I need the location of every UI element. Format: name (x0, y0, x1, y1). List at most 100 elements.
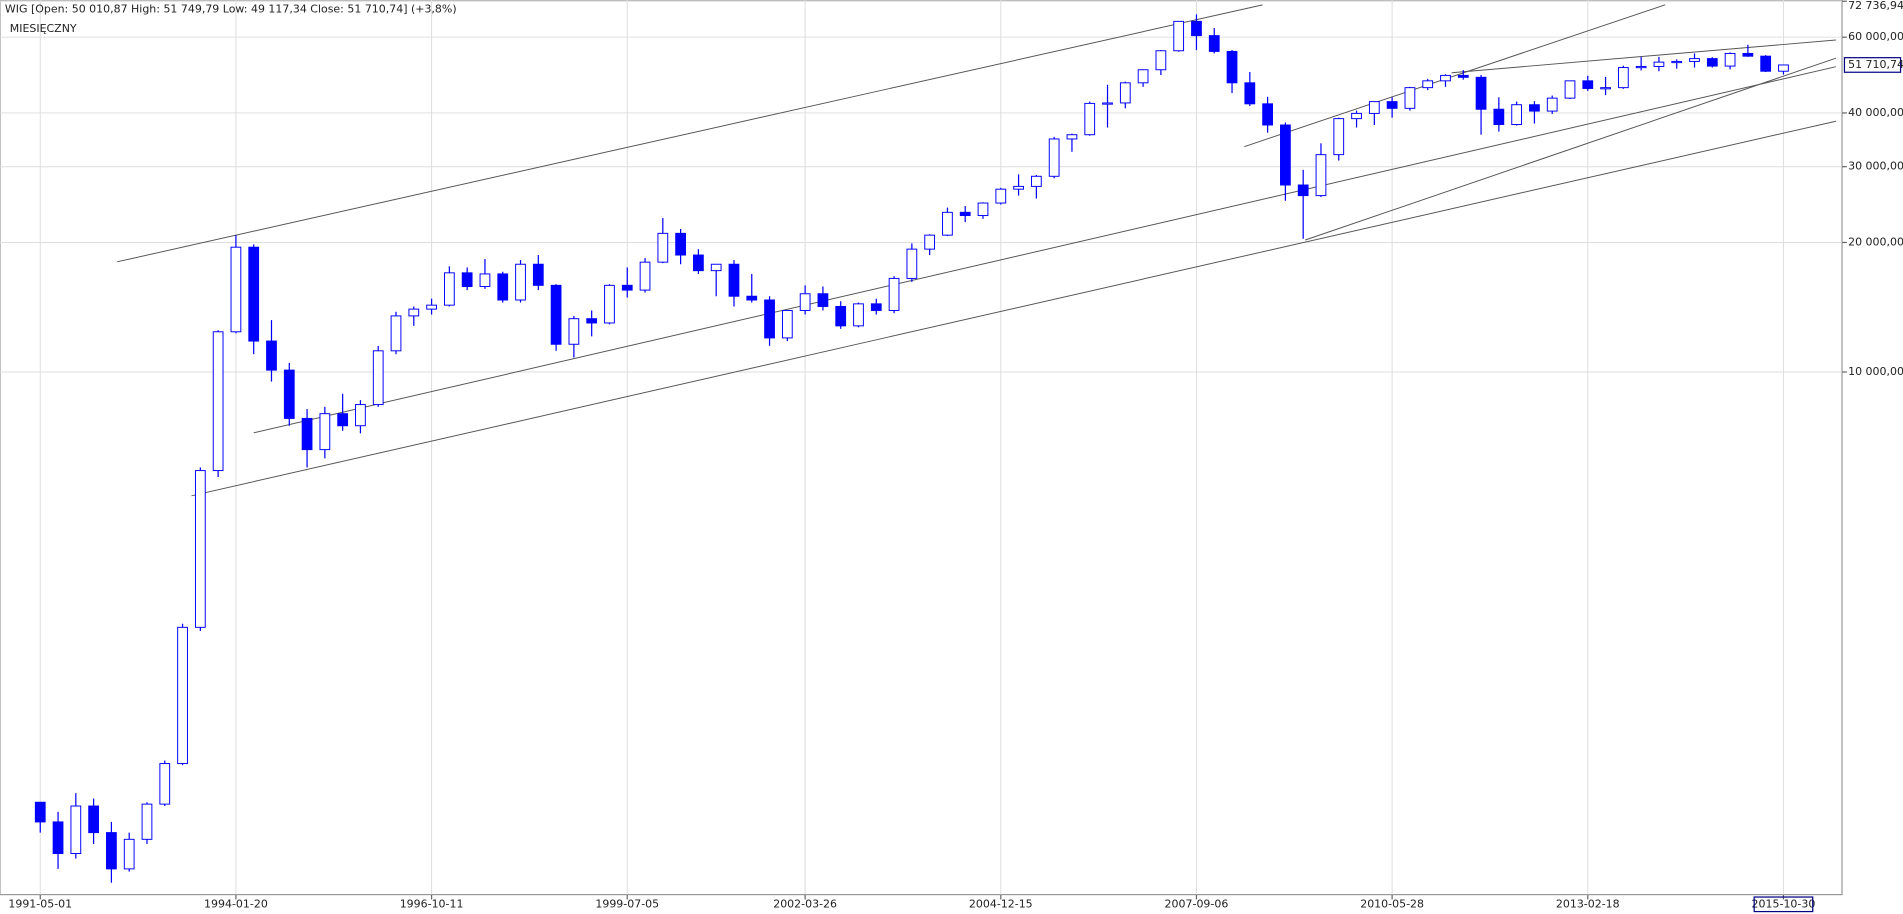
x-tick-label: 1999-07-05 (595, 897, 659, 910)
candle-body (1564, 80, 1576, 99)
x-tick-label: 1996-10-11 (400, 897, 464, 910)
candle-body (1546, 97, 1558, 112)
candle-body (1262, 103, 1273, 126)
candle-body (34, 801, 46, 823)
candle-body (1511, 104, 1523, 125)
y-tick-label: 10 000,00 (1848, 365, 1903, 378)
x-tick-label: 2002-03-26 (773, 897, 837, 910)
x-tick-label: 2010-05-28 (1360, 897, 1424, 910)
candle-body (1493, 108, 1505, 125)
candle-body (230, 246, 242, 333)
candle-body (1706, 58, 1718, 67)
candle-body (1315, 154, 1327, 197)
candle-body (995, 188, 1007, 204)
trend-line (253, 66, 1837, 434)
candle-body (693, 254, 704, 272)
candle-body (1457, 74, 1469, 78)
candle-body (942, 211, 953, 236)
candle-body (1084, 102, 1096, 136)
candle-body (657, 232, 669, 263)
candle-body (746, 295, 758, 301)
candle-body (1280, 124, 1291, 186)
candle-body (781, 309, 793, 339)
candle-body (443, 272, 455, 306)
candle-body (1529, 104, 1540, 112)
candle-body (408, 308, 420, 317)
candle-body (1048, 138, 1060, 177)
candle-body (817, 293, 829, 307)
candle-body (1778, 64, 1789, 72)
candle-body (1600, 87, 1611, 90)
x-tick-label: 2007-09-06 (1165, 897, 1229, 910)
candles (34, 14, 1789, 883)
candle-body (1244, 82, 1256, 105)
candle-body (1137, 69, 1149, 84)
candle-body (853, 303, 864, 327)
candle-body (283, 369, 295, 419)
candle-body (1582, 80, 1594, 89)
candle-body (1013, 185, 1024, 190)
candle-body (1297, 184, 1309, 197)
candle-body (568, 318, 580, 345)
candle-body (52, 821, 64, 855)
candle-body (319, 413, 331, 451)
trend-line (1244, 4, 1666, 148)
trend-line (1451, 39, 1836, 74)
candle-body (1066, 134, 1078, 140)
candle-body (212, 331, 224, 472)
candle-body (266, 340, 277, 371)
candle-body (1742, 52, 1754, 57)
candle-body (728, 263, 740, 297)
candle-body (1226, 50, 1238, 84)
candle-body (1368, 101, 1380, 114)
x-tick-label: 2004-12-15 (969, 897, 1033, 910)
trend-line (1305, 57, 1837, 241)
x-tick-label: 2013-02-18 (1556, 897, 1620, 910)
y-tick-label: 60 000,00 (1848, 30, 1903, 43)
labels: 10 000,00 20 000,00 30 000,00 40 000,00 60 0… (8, 0, 1903, 913)
candle-body (1208, 35, 1220, 52)
candle-body (621, 284, 633, 291)
candle-body (764, 299, 775, 339)
candle-body (710, 263, 722, 272)
candle-body (675, 232, 686, 256)
candle-body (88, 805, 99, 834)
candle-body (906, 248, 918, 279)
candle-body (515, 263, 526, 301)
candle-body (1191, 20, 1202, 37)
candle-body (977, 202, 989, 217)
candle-body (1404, 87, 1416, 109)
candle-body (301, 417, 313, 451)
candle-body (835, 305, 847, 327)
last-price-box (1843, 57, 1902, 73)
y-tick-label: 40 000,00 (1848, 106, 1903, 119)
candle-body (390, 315, 402, 352)
trend-line (191, 120, 1837, 497)
candle-body (1173, 20, 1185, 52)
candle-body (550, 284, 562, 345)
candle-body (141, 803, 153, 840)
candle-body (1440, 74, 1451, 82)
candle-body (1617, 67, 1629, 89)
candle-body (1030, 175, 1042, 187)
candle-body (1671, 60, 1683, 64)
candle-body (1422, 80, 1434, 89)
candle-body (497, 273, 509, 301)
candle-body (1635, 65, 1647, 69)
candle-body (337, 413, 349, 427)
candle-body (1653, 61, 1665, 67)
candle-body (586, 318, 598, 324)
x-tick-box (1753, 896, 1814, 913)
candle-body (1724, 52, 1736, 67)
candle-body (159, 763, 171, 805)
candle-body (639, 261, 651, 291)
candle-body (479, 273, 491, 287)
candle-body (426, 304, 437, 310)
x-tick-label: 2015-10-30 (1752, 897, 1816, 910)
candle-body (372, 350, 384, 406)
candle-body (1760, 55, 1772, 72)
trend-lines (117, 4, 1837, 497)
candle-body (194, 470, 206, 628)
y-tick-label: 20 000,00 (1848, 235, 1903, 248)
